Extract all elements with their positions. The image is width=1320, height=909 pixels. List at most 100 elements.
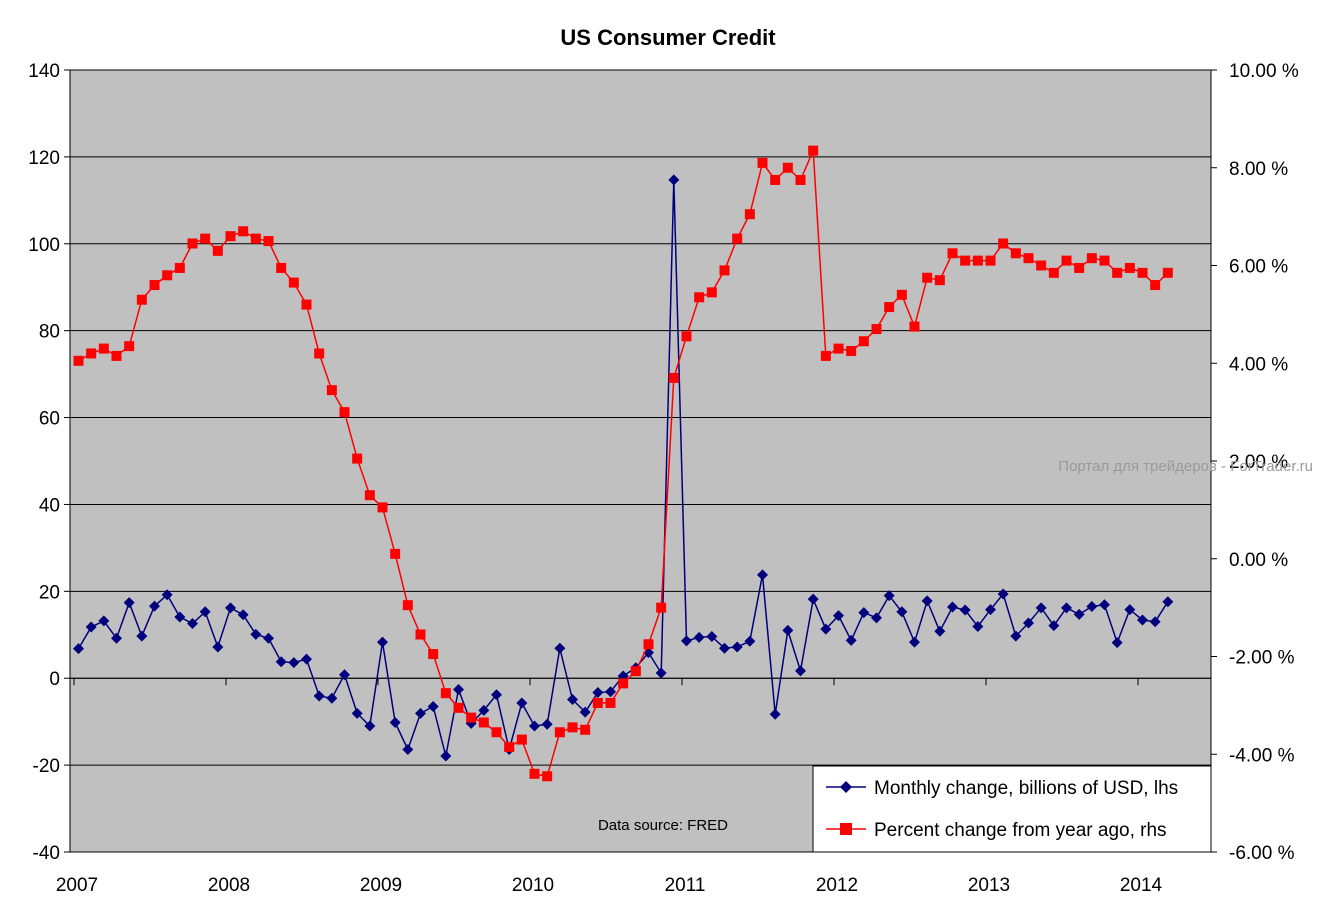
percent-change-point [909,321,920,332]
percent-change-point [288,277,299,288]
y-right-tick-label: 10.00 % [1229,61,1299,82]
monthly-change-point [516,697,528,709]
percent-change-point [972,255,983,266]
x-tick-label: 2008 [208,875,250,896]
percent-change-point [757,157,768,168]
percent-change-point [440,688,451,699]
monthly-change-point [719,642,730,654]
x-tick-label: 2012 [816,875,858,896]
percent-change-point [1023,253,1034,264]
percent-change-point [149,280,160,291]
legend-box [812,765,1212,853]
monthly-change-point [491,689,502,701]
y-left-tick-label: 0 [49,669,60,690]
percent-change-point [402,600,413,611]
percent-change-point [934,275,945,286]
percent-change-point [592,697,603,708]
percent-change-point [706,287,717,298]
percent-change-point [542,771,553,782]
monthly-change-point [1124,604,1136,616]
monthly-change-point [174,611,186,623]
monthly-change-point [1035,602,1047,614]
monthly-change-point [693,631,705,643]
monthly-change-point [959,604,971,616]
monthly-change-point [567,694,578,706]
percent-change-point [858,336,869,347]
percent-change-point [1048,267,1059,278]
monthly-change-point [453,684,464,696]
monthly-change-point [1023,617,1034,629]
percent-change-point [770,174,781,185]
watermark: Портал для трейдеров - ForTrader.ru [1058,458,1313,475]
monthly-change-point [681,635,692,647]
monthly-change-point [1048,620,1060,632]
percent-change-point [415,629,426,640]
percent-change-point [504,741,515,752]
percent-change-point [580,724,591,735]
y-left-tick-label: -20 [33,756,60,777]
monthly-change-point [377,636,388,648]
monthly-change-point [921,595,933,607]
monthly-change-point [554,642,566,654]
percent-change-point [732,233,743,244]
monthly-change-point [440,750,452,762]
percent-change-point [1010,248,1021,259]
percent-change-point [491,727,502,738]
percent-change-point [1061,255,1072,266]
percent-change-point [567,722,578,733]
legend-percent-marker [840,823,852,835]
y-right-tick-label: 4.00 % [1229,354,1288,375]
monthly-change-point [845,634,857,646]
percent-change-point [630,666,641,677]
y-left-tick-label: 100 [28,235,60,256]
monthly-change-point [1162,596,1174,608]
percent-change-point [136,294,147,305]
monthly-change-point [250,628,262,640]
percent-change-point [896,289,907,300]
percent-change-point [656,602,667,613]
percent-change-point [1112,267,1123,278]
y-left-tick-label: 20 [39,582,60,603]
percent-change-point [1150,280,1161,291]
monthly-change-point [136,630,148,642]
monthly-change-point [85,621,97,633]
monthly-change-point [605,686,616,698]
percent-change-point [1162,267,1173,278]
percent-change-point [238,226,249,237]
y-left-tick-label: 80 [39,322,60,343]
percent-change-point [846,346,857,357]
y-right-tick-label: 2.00 % [1229,452,1288,473]
monthly-change-point [237,609,249,621]
monthly-change-point [541,718,553,730]
series [73,145,1174,782]
y-left-tick-label: -40 [33,843,60,864]
legend-monthly-marker [840,781,852,793]
percent-change-point [174,262,185,273]
monthly-change-point [389,717,401,729]
percent-change-point [86,348,97,359]
percent-change-point [453,702,464,713]
percent-change-point [998,238,1009,249]
percent-change-point [326,385,337,396]
monthly-change-point [997,588,1009,600]
monthly-change-point [275,656,287,668]
monthly-change-point [313,690,325,702]
monthly-change-point [655,667,667,679]
x-tick-label: 2007 [56,875,98,896]
percent-change-point [960,255,971,266]
y-right-tick-label: 8.00 % [1229,159,1288,180]
monthly-change-point [402,743,414,755]
monthly-change-point [1010,630,1022,642]
percent-change-point [605,697,616,708]
percent-change-point [428,649,439,660]
legend-label-monthly: Monthly change, billions of USD, lhs [874,778,1178,799]
percent-change-point [377,502,388,513]
plot-area [69,69,1212,853]
monthly-change-point [301,653,312,665]
monthly-change-point [199,606,211,618]
percent-change-point [250,233,261,244]
monthly-change-point [706,631,718,643]
y-right-tick-label: -6.00 % [1229,843,1295,864]
percent-change-point [352,453,363,464]
